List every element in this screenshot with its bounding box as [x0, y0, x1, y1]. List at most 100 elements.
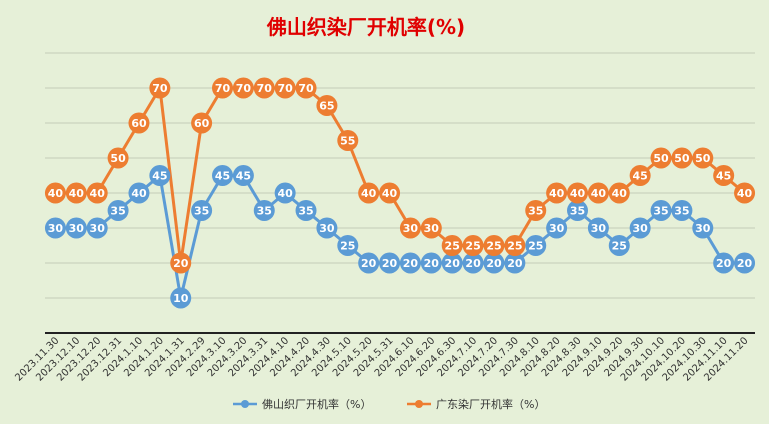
data-point-1	[253, 77, 275, 99]
data-point-0	[483, 252, 505, 274]
data-point-1	[650, 147, 672, 169]
data-point-0	[212, 165, 233, 186]
data-point-0	[337, 235, 359, 256]
data-label-0: 45	[236, 170, 251, 183]
data-point-1	[232, 77, 254, 99]
data-label-0: 20	[507, 257, 523, 270]
data-label-1: 70	[152, 82, 168, 95]
data-point-0	[379, 252, 401, 274]
data-point-1	[546, 182, 568, 204]
data-label-0: 25	[340, 240, 355, 253]
data-point-1	[149, 77, 171, 99]
data-label-0: 30	[549, 222, 565, 235]
data-point-1	[212, 77, 233, 99]
data-point-0	[629, 217, 651, 239]
legend-label-foshan: 佛山织厂开机率（%）	[262, 397, 371, 411]
data-label-0: 45	[152, 170, 167, 183]
data-label-1: 40	[591, 187, 607, 200]
data-point-0	[462, 252, 484, 274]
data-label-1: 40	[382, 187, 398, 200]
data-point-0	[692, 217, 714, 239]
data-label-1: 35	[528, 205, 543, 218]
data-point-0	[546, 217, 568, 239]
data-label-1: 25	[465, 240, 480, 253]
data-label-0: 30	[69, 222, 85, 235]
data-label-0: 35	[194, 205, 209, 218]
data-label-1: 30	[403, 222, 419, 235]
data-label-1: 25	[445, 240, 460, 253]
data-label-0: 25	[528, 240, 543, 253]
data-label-0: 35	[674, 205, 689, 218]
data-point-1	[337, 130, 359, 151]
data-point-0	[316, 217, 338, 239]
data-label-0: 25	[612, 240, 627, 253]
chart-title: 佛山织染厂开机率(%)	[266, 15, 465, 39]
data-label-1: 45	[716, 170, 731, 183]
data-point-1	[128, 112, 150, 134]
data-point-1	[44, 182, 66, 204]
data-label-0: 35	[257, 205, 272, 218]
legend: 佛山织厂开机率（%） 广东染厂开机率（%）	[233, 397, 545, 411]
data-label-1: 40	[361, 187, 377, 200]
data-point-0	[149, 165, 171, 186]
data-label-0: 45	[215, 170, 230, 183]
data-point-1	[608, 182, 630, 204]
data-point-0	[107, 200, 129, 221]
data-label-1: 60	[131, 117, 147, 130]
data-label-1: 60	[194, 117, 210, 130]
data-label-0: 20	[737, 257, 753, 270]
data-label-1: 70	[215, 82, 231, 95]
data-label-0: 30	[632, 222, 648, 235]
data-point-0	[399, 252, 421, 274]
data-label-1: 70	[298, 82, 314, 95]
data-point-1	[441, 235, 463, 256]
data-point-1	[420, 217, 442, 239]
data-point-0	[608, 235, 630, 256]
data-label-1: 50	[653, 152, 669, 165]
data-point-0	[650, 200, 672, 221]
data-point-0	[44, 217, 66, 239]
legend-label-guangdong: 广东染厂开机率（%）	[436, 397, 545, 411]
data-point-1	[358, 182, 380, 204]
data-label-1: 20	[173, 257, 189, 270]
series-marker-group: 30 30 30 35 40 45 10 35 45 45 35 40 35 30 25 20 20 20 20 20…	[44, 165, 756, 309]
data-point-0	[567, 200, 588, 221]
data-point-1	[567, 182, 588, 204]
data-point-0	[274, 182, 296, 204]
data-point-1	[65, 182, 87, 204]
data-label-1: 25	[486, 240, 501, 253]
data-point-0	[253, 200, 275, 221]
data-point-0	[420, 252, 442, 274]
data-point-1	[107, 147, 129, 169]
data-point-0	[128, 182, 150, 204]
data-label-1: 50	[110, 152, 126, 165]
data-label-1: 30	[424, 222, 440, 235]
data-label-0: 20	[403, 257, 419, 270]
data-point-0	[170, 287, 192, 309]
data-point-1	[504, 235, 526, 256]
data-label-1: 40	[69, 187, 85, 200]
data-label-1: 70	[236, 82, 252, 95]
data-label-0: 30	[695, 222, 711, 235]
data-point-0	[671, 200, 693, 221]
series-layer: 30 30 30 35 40 45 10 35 45 45 35 40 35 30 25 20 20 20 20 20…	[44, 77, 756, 309]
data-point-0	[441, 252, 463, 274]
data-point-1	[462, 235, 484, 256]
data-point-1	[295, 77, 317, 99]
data-point-1	[587, 182, 609, 204]
data-label-0: 35	[570, 205, 585, 218]
data-point-0	[587, 217, 609, 239]
data-label-0: 35	[653, 205, 668, 218]
data-label-0: 35	[110, 205, 125, 218]
x-axis-ticks: 2023.11.302023.12.102023.12.202023.12.31…	[13, 335, 750, 383]
data-label-1: 40	[48, 187, 64, 200]
data-point-1	[86, 182, 108, 204]
data-point-0	[713, 252, 735, 274]
data-label-0: 20	[716, 257, 732, 270]
data-label-1: 70	[257, 82, 273, 95]
data-label-0: 10	[173, 292, 189, 305]
data-label-0: 35	[298, 205, 313, 218]
data-label-1: 25	[507, 240, 522, 253]
data-label-0: 30	[319, 222, 335, 235]
data-point-0	[232, 165, 254, 186]
